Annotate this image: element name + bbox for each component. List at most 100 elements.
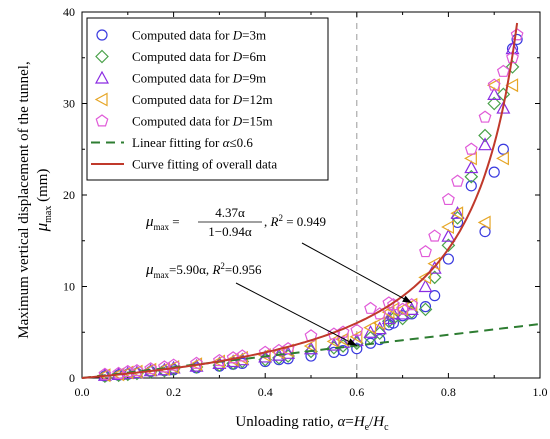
annotation-arrows [235, 242, 412, 347]
data-point-D-series-0 [488, 166, 500, 178]
linear-fit-line [81, 323, 541, 379]
data-point-D-series-2 [487, 87, 502, 100]
data-point-D-series-4 [373, 307, 387, 320]
data-point-D-series-0 [465, 180, 477, 192]
data-point-D-series-3 [441, 220, 454, 235]
y-axis-ticks: 0 10 20 30 40 [63, 5, 540, 385]
x-tick-label: 0.6 [349, 385, 364, 399]
x-tick-label: 0.0 [75, 385, 90, 399]
data-point-D-series-2 [478, 137, 493, 151]
data-point-D-series-0 [497, 143, 509, 155]
svg-text:μmax=5.90α, R2=0.956: μmax=5.90α, R2=0.956 [145, 261, 262, 280]
data-point-D-series-4 [121, 364, 135, 378]
legend-label: Computed data for D=15m [132, 114, 273, 129]
y-tick-label: 20 [63, 188, 75, 202]
data-point-D-series-0 [351, 343, 363, 355]
y-tick-label: 30 [63, 97, 75, 111]
data-point-D-series-1 [487, 96, 502, 111]
data-point-D-series-4 [441, 192, 455, 206]
arrow-line [235, 282, 358, 347]
data-point-D-series-2 [496, 100, 511, 114]
x-tick-label: 0.4 [258, 385, 273, 399]
data-point-D-series-4 [158, 360, 171, 373]
data-point-D-series-2 [464, 160, 479, 174]
data-point-D-series-3 [363, 320, 377, 335]
data-point-D-series-3 [505, 78, 519, 93]
data-point-D-series-4 [226, 351, 240, 364]
data-point-D-series-2 [450, 206, 465, 219]
data-point-D-series-2 [363, 324, 378, 338]
data-point-D-series-4 [190, 356, 203, 369]
legend-label: Computed data for D=12m [132, 92, 273, 107]
y-tick-label: 0 [69, 371, 75, 385]
data-point-D-series-3 [303, 338, 317, 353]
data-point-D-series-3 [372, 316, 386, 331]
data-point-D-series-3 [496, 151, 509, 166]
y-tick-label: 40 [63, 5, 75, 19]
data-point-D-series-2 [381, 311, 396, 325]
data-point-D-series-4 [350, 323, 364, 336]
legend-marker [94, 70, 110, 84]
legend-label: Computed data for D=9m [132, 71, 266, 86]
data-point-D-series-0 [511, 33, 523, 46]
svg-text:Maximum vertical displacement: Maximum vertical displacement of the tun… [16, 61, 32, 338]
data-point-D-series-4 [506, 51, 519, 64]
data-point-D-series-1 [464, 169, 479, 184]
legend-label: Linear fitting for α≤0.6 [132, 135, 253, 150]
x-tick-label: 0.2 [166, 385, 181, 399]
x-tick-label: 1.0 [533, 385, 548, 399]
data-point-D-series-4 [487, 78, 501, 91]
svg-text:1−0.94α: 1−0.94α [208, 224, 252, 239]
data-point-D-series-2 [418, 279, 433, 293]
svg-text:μmax =: μmax = [145, 214, 180, 232]
legend-label: Computed data for D=3m [132, 28, 266, 43]
data-point-D-series-1 [496, 87, 511, 102]
data-point-D-series-0 [429, 290, 441, 302]
arrow-head [402, 295, 412, 303]
data-point-D-series-2 [441, 228, 456, 242]
legend-label: Curve fitting of overall data [132, 157, 277, 172]
legend-marker [95, 114, 109, 127]
legend: Computed data for D=3m Computed data for … [86, 17, 329, 181]
data-point-D-series-1 [478, 128, 492, 143]
y-axis-label: Maximum vertical displacement of the tun… [16, 61, 54, 338]
data-point-D-series-4 [167, 358, 181, 371]
data-point-D-series-0 [419, 301, 432, 313]
data-point-D-series-2 [326, 337, 341, 351]
linear-fit-equation: μmax=5.90α, R2=0.956 [145, 261, 262, 280]
data-point-D-series-0 [305, 350, 317, 362]
data-point-D-series-4 [212, 353, 226, 367]
data-point-D-series-4 [496, 64, 510, 77]
svg-text:μmax (mm): μmax (mm) [32, 169, 54, 233]
data-point-D-series-4 [464, 142, 478, 155]
data-point-D-series-4 [364, 301, 377, 314]
y-tick-label: 10 [63, 280, 75, 294]
x-axis-label: Unloading ratio, α=He/Hc [235, 414, 389, 433]
arrow-head [347, 338, 357, 346]
curve-fit-line [81, 22, 519, 379]
svg-text:, R2 = 0.949: , R2 = 0.949 [264, 213, 326, 229]
data-point-D-series-2 [404, 302, 419, 315]
data-point-D-series-3 [418, 270, 432, 285]
legend-marker [95, 49, 109, 64]
data-point-D-series-4 [478, 110, 492, 123]
data-point-D-series-4 [98, 367, 112, 380]
data-point-D-series-4 [235, 349, 249, 362]
data-point-D-series-3 [450, 206, 464, 221]
legend-box [86, 17, 329, 181]
legend-label: Computed data for D=6m [132, 49, 266, 64]
data-point-D-series-4 [428, 229, 442, 242]
data-point-D-series-2 [427, 260, 442, 274]
data-point-D-series-4 [144, 362, 158, 375]
data-point-D-series-0 [479, 226, 491, 238]
curve-fit-equation: μmax = 4.37α 1−0.94α , R2 = 0.949 [145, 205, 326, 239]
data-point-D-series-3 [349, 329, 363, 344]
data-point-D-series-4 [112, 366, 126, 379]
data-point-D-series-1 [505, 60, 520, 74]
data-point-D-series-4 [451, 174, 464, 187]
data-point-D-series-4 [130, 363, 144, 377]
plot-area: 0.0 0.2 0.4 0.6 0.8 1.0 0 10 20 30 40 [63, 5, 548, 399]
legend-marker [96, 29, 108, 41]
svg-text:4.37α: 4.37α [215, 205, 245, 220]
